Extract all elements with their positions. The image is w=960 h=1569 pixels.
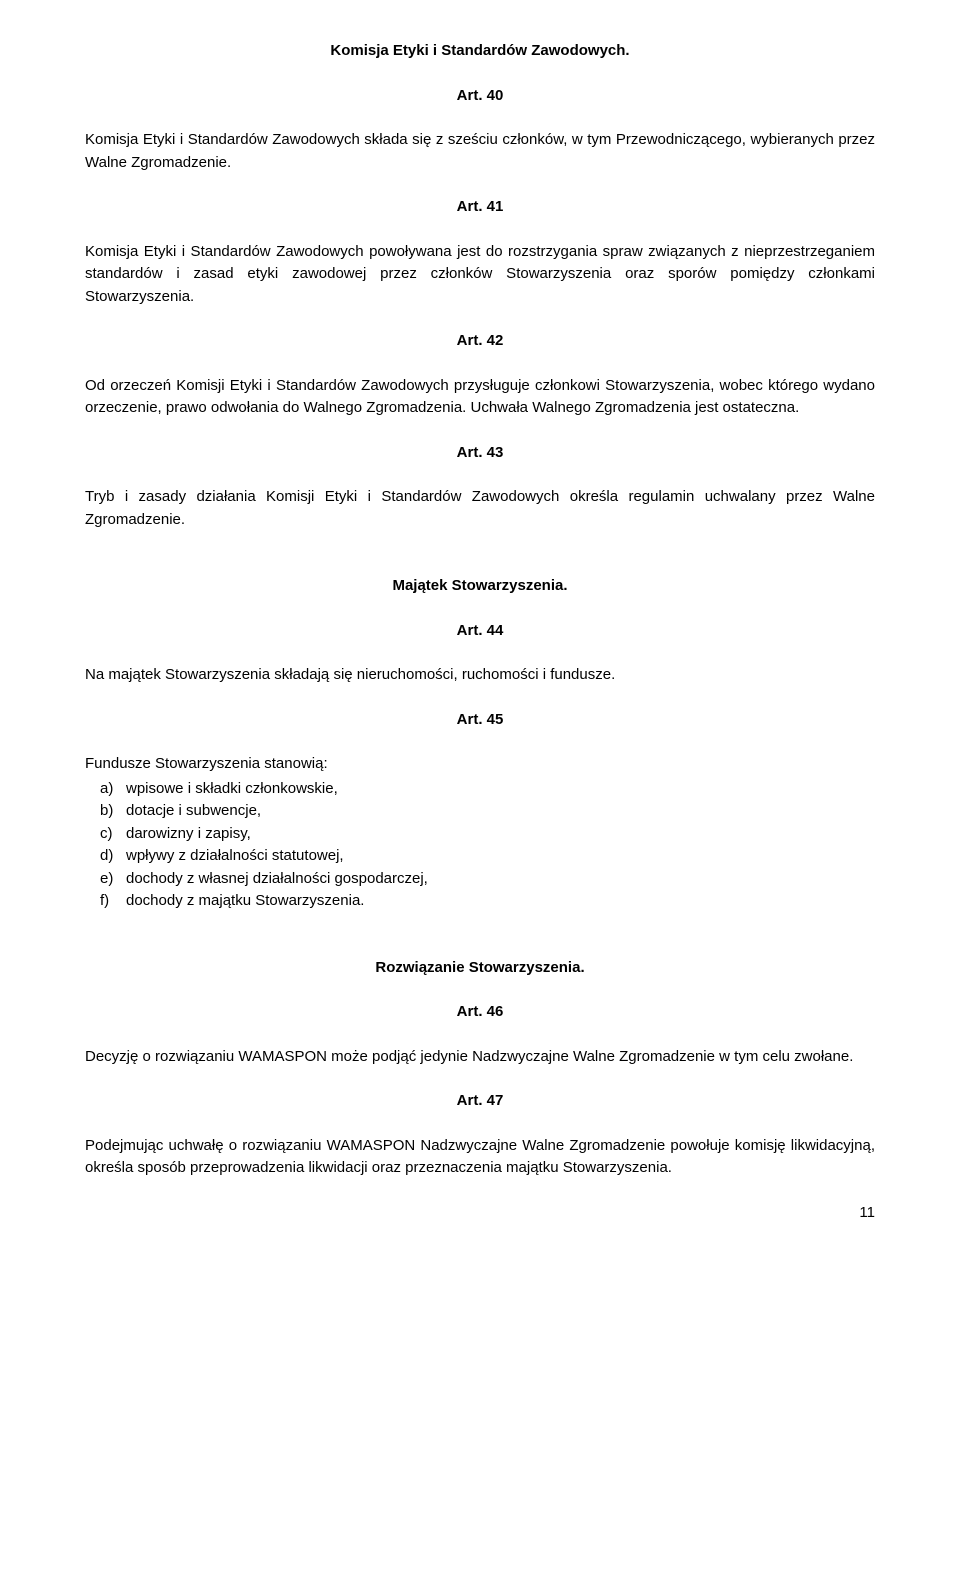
- list-marker: f): [100, 890, 126, 913]
- article-text: Decyzję o rozwiązaniu WAMASPON może podj…: [85, 1046, 875, 1069]
- article-number: Art. 41: [85, 196, 875, 219]
- list-item-text: dochody z własnej działalności gospodarc…: [126, 870, 428, 887]
- section-title-assets: Majątek Stowarzyszenia.: [85, 575, 875, 598]
- list-item: c)darowizny i zapisy,: [120, 823, 875, 846]
- list-item-text: wpisowe i składki członkowskie,: [126, 780, 338, 797]
- article-text: Komisja Etyki i Standardów Zawodowych sk…: [85, 129, 875, 174]
- page-number: 11: [85, 1202, 875, 1225]
- section-title-ethics: Komisja Etyki i Standardów Zawodowych.: [85, 40, 875, 63]
- list-marker: a): [100, 778, 126, 801]
- article-number: Art. 42: [85, 330, 875, 353]
- article-intro: Fundusze Stowarzyszenia stanowią:: [85, 753, 875, 776]
- list-item: e)dochody z własnej działalności gospoda…: [120, 868, 875, 891]
- list-item-text: wpływy z działalności statutowej,: [126, 847, 344, 864]
- article-number: Art. 47: [85, 1090, 875, 1113]
- list-item: f)dochody z majątku Stowarzyszenia.: [120, 890, 875, 913]
- list-marker: b): [100, 800, 126, 823]
- article-text: Od orzeczeń Komisji Etyki i Standardów Z…: [85, 375, 875, 420]
- article-number: Art. 45: [85, 709, 875, 732]
- article-number: Art. 46: [85, 1001, 875, 1024]
- article-text: Komisja Etyki i Standardów Zawodowych po…: [85, 241, 875, 309]
- article-number: Art. 40: [85, 85, 875, 108]
- list-marker: d): [100, 845, 126, 868]
- article-number: Art. 44: [85, 620, 875, 643]
- article-text: Na majątek Stowarzyszenia składają się n…: [85, 664, 875, 687]
- list-item: d)wpływy z działalności statutowej,: [120, 845, 875, 868]
- list-item-text: dochody z majątku Stowarzyszenia.: [126, 892, 364, 909]
- article-text: Tryb i zasady działania Komisji Etyki i …: [85, 486, 875, 531]
- list-item: a)wpisowe i składki członkowskie,: [120, 778, 875, 801]
- article-number: Art. 43: [85, 442, 875, 465]
- list-marker: c): [100, 823, 126, 846]
- list-item-text: darowizny i zapisy,: [126, 825, 251, 842]
- section-title-dissolution: Rozwiązanie Stowarzyszenia.: [85, 957, 875, 980]
- article-list: a)wpisowe i składki członkowskie, b)dota…: [85, 778, 875, 913]
- list-item-text: dotacje i subwencje,: [126, 802, 261, 819]
- list-item: b)dotacje i subwencje,: [120, 800, 875, 823]
- list-marker: e): [100, 868, 126, 891]
- article-text: Podejmując uchwałę o rozwiązaniu WAMASPO…: [85, 1135, 875, 1180]
